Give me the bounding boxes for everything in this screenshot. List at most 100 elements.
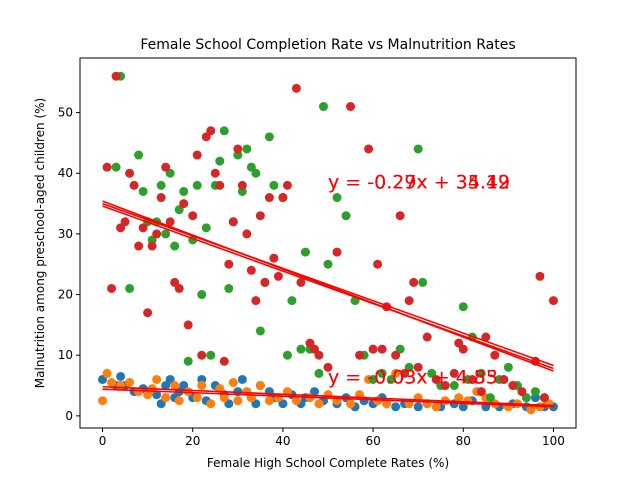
- data-point: [201, 223, 211, 233]
- regression-line: [102, 202, 554, 367]
- data-point: [255, 211, 265, 221]
- data-point: [206, 350, 216, 360]
- data-point: [102, 162, 112, 172]
- data-point: [264, 193, 274, 203]
- data-point: [368, 374, 378, 384]
- chart-title: Female School Completion Rate vs Malnutr…: [140, 37, 515, 53]
- data-point: [409, 277, 419, 287]
- x-tick-label: 100: [542, 434, 565, 448]
- data-point: [341, 211, 351, 221]
- data-point: [161, 393, 171, 403]
- data-point: [129, 180, 139, 190]
- data-point: [377, 344, 387, 354]
- data-point: [386, 374, 396, 384]
- data-point: [449, 368, 459, 378]
- data-point: [291, 83, 301, 93]
- data-point: [174, 283, 184, 293]
- y-tick-label: 40: [58, 166, 73, 180]
- data-point: [318, 102, 328, 112]
- y-tick-label: 20: [58, 288, 73, 302]
- data-point: [102, 368, 112, 378]
- data-point: [526, 405, 536, 415]
- data-point: [111, 162, 121, 172]
- data-point: [255, 326, 265, 336]
- data-point: [413, 402, 423, 412]
- y-tick-label: 10: [58, 348, 73, 362]
- data-point: [192, 393, 202, 403]
- y-tick-label: 0: [65, 409, 73, 423]
- data-point: [413, 362, 423, 372]
- y-axis-label: Malnutrition among preschool-aged childr…: [33, 98, 47, 388]
- data-point: [368, 344, 378, 354]
- data-point: [134, 150, 144, 160]
- data-point: [273, 271, 283, 281]
- data-point: [116, 371, 126, 381]
- data-point: [269, 253, 279, 263]
- data-point: [219, 356, 229, 366]
- data-point: [161, 229, 171, 239]
- data-point: [517, 387, 527, 397]
- regression-line: [102, 385, 554, 407]
- data-point: [215, 156, 225, 166]
- regression-equation: y = -0.03x + 4.53: [328, 367, 498, 389]
- axis-ticks: 0 20 40 60 80 100 0 10 20 30 40 50: [58, 106, 565, 448]
- regression-line: [102, 388, 554, 408]
- data-point: [440, 381, 450, 391]
- data-point: [251, 296, 261, 306]
- data-point: [107, 378, 117, 388]
- data-point: [264, 132, 274, 142]
- data-point: [291, 396, 301, 406]
- regression-line: [102, 205, 554, 370]
- data-point: [539, 393, 549, 403]
- data-point: [458, 344, 468, 354]
- data-point: [400, 368, 410, 378]
- data-point: [107, 283, 117, 293]
- data-point: [481, 332, 491, 342]
- data-point: [508, 381, 518, 391]
- regression-equation: y = -0.03x + 4.85: [328, 367, 498, 389]
- data-point: [242, 229, 252, 239]
- data-point: [323, 362, 333, 372]
- data-point: [355, 350, 365, 360]
- data-point: [152, 229, 162, 239]
- data-point: [485, 393, 495, 403]
- data-point: [418, 277, 428, 287]
- data-point: [413, 144, 423, 154]
- data-point: [143, 308, 153, 318]
- data-point: [233, 144, 243, 154]
- data-point: [192, 180, 202, 190]
- data-point: [422, 332, 432, 342]
- data-point: [156, 180, 166, 190]
- plot-area: [98, 71, 558, 415]
- data-point: [332, 247, 342, 257]
- data-point: [179, 186, 189, 196]
- data-point: [174, 396, 184, 406]
- data-point: [269, 180, 279, 190]
- data-point: [458, 302, 468, 312]
- data-point: [116, 381, 126, 391]
- regression-equation: y = -0.27x + 34.19: [328, 171, 510, 193]
- data-point: [282, 350, 292, 360]
- data-point: [152, 374, 162, 384]
- data-point: [314, 350, 324, 360]
- data-point: [179, 199, 189, 209]
- data-point: [296, 344, 306, 354]
- data-point: [530, 387, 540, 397]
- data-point: [467, 374, 477, 384]
- data-point: [147, 241, 157, 251]
- data-point: [242, 144, 252, 154]
- data-point: [490, 350, 500, 360]
- data-point: [120, 217, 130, 227]
- data-point: [224, 283, 234, 293]
- data-point: [138, 223, 148, 233]
- data-point: [364, 144, 374, 154]
- data-point: [134, 387, 144, 397]
- data-point: [197, 290, 207, 300]
- data-point: [323, 259, 333, 269]
- y-tick-label: 50: [58, 106, 73, 120]
- data-point: [391, 350, 401, 360]
- data-point: [215, 180, 225, 190]
- data-point: [192, 150, 202, 160]
